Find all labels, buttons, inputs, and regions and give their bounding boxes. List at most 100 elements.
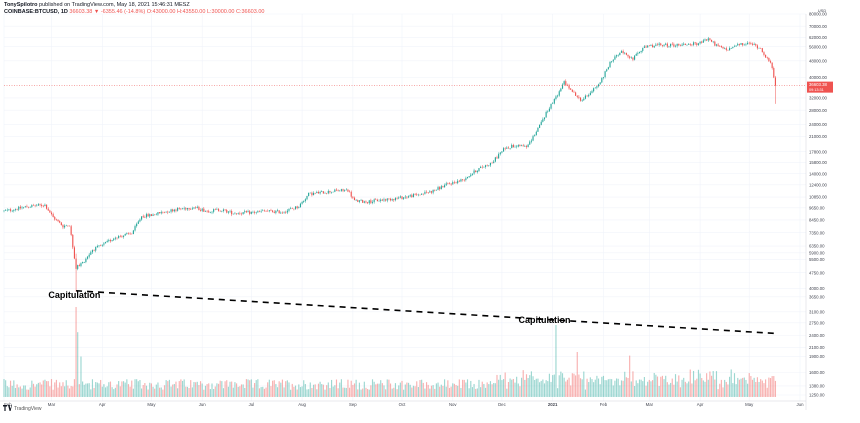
candle-body	[232, 213, 234, 215]
candle-body	[656, 44, 659, 46]
candle-body	[575, 92, 577, 96]
candle-body	[118, 235, 120, 239]
candle-body	[380, 199, 382, 201]
volume-bar	[103, 384, 105, 397]
volume-bar	[67, 385, 69, 397]
volume-bar	[116, 384, 118, 397]
volume-bar	[648, 379, 650, 397]
candle-body	[221, 210, 223, 212]
volume-bar	[165, 380, 167, 397]
candle-body	[365, 201, 367, 203]
volume-bar	[375, 384, 377, 397]
volume-bar	[720, 379, 722, 397]
candle-body	[108, 240, 110, 242]
candle-body	[593, 88, 595, 92]
candle-body	[219, 210, 221, 212]
volume-bar	[512, 378, 514, 397]
volume-bar	[620, 380, 623, 397]
candle-body	[740, 43, 742, 45]
candle-body	[509, 148, 511, 149]
candle-body	[630, 57, 632, 59]
volume-bar	[386, 379, 388, 397]
candle-body	[571, 89, 573, 92]
candle-body	[422, 193, 424, 195]
author-name[interactable]: TonySpilotro	[4, 2, 38, 8]
candle-body	[280, 212, 282, 214]
candle-body	[484, 165, 487, 168]
candle-body	[444, 185, 446, 188]
candle-body	[683, 43, 685, 45]
candle-body	[638, 52, 641, 54]
volume-bar	[383, 385, 385, 397]
volume-bar	[129, 386, 131, 397]
candle-body	[324, 193, 326, 194]
volume-bar	[561, 373, 564, 397]
candle-body	[735, 45, 737, 47]
candle-body	[180, 208, 182, 210]
ohlc-values: 36603.38 ▼ -6355.46 (-14.8%) O:43000.00 …	[69, 9, 265, 15]
candle-body	[32, 205, 35, 206]
volume-bar	[391, 388, 393, 397]
volume-bar	[444, 379, 446, 397]
candle-body	[473, 170, 475, 174]
y-tick-label: 2100.00	[809, 345, 825, 350]
candle-body	[65, 225, 67, 227]
volume-bar	[545, 380, 547, 397]
volume-bar	[111, 387, 113, 397]
candle-body	[72, 234, 74, 248]
volume-bar	[59, 382, 61, 397]
tradingview-logo[interactable]: TradingView	[3, 405, 42, 413]
candle-body	[756, 45, 758, 49]
volume-bar	[309, 382, 311, 397]
candle-body	[573, 91, 575, 93]
volume-bar	[771, 376, 773, 397]
volume-bar	[407, 382, 410, 397]
candle-body	[42, 205, 44, 207]
candle-body	[311, 192, 313, 196]
candle-body	[629, 56, 631, 58]
volume-bar	[82, 381, 84, 397]
volume-bar	[611, 379, 613, 397]
volume-bar	[715, 371, 718, 397]
candle-body	[334, 189, 336, 192]
volume-bar	[301, 386, 303, 397]
candle-body	[270, 210, 272, 211]
candle-body	[514, 146, 516, 148]
volume-bar	[162, 389, 164, 397]
volume-bar	[671, 378, 673, 397]
candle-body	[62, 225, 64, 228]
candle-body	[409, 195, 411, 197]
candle-body	[37, 204, 39, 206]
candle-body	[222, 209, 225, 211]
candle-body	[635, 53, 637, 56]
candle-body	[193, 207, 195, 209]
candle-body	[285, 212, 287, 213]
volume-bar	[136, 379, 138, 397]
candle-body	[489, 162, 492, 166]
volume-bar	[13, 380, 15, 397]
candle-body	[766, 57, 768, 59]
last-price-countdown: 09:13:31	[809, 88, 824, 92]
candle-body	[101, 244, 103, 246]
volume-bar	[516, 376, 518, 397]
volume-bar	[88, 383, 90, 397]
volume-bar	[486, 382, 488, 397]
candle-body	[679, 45, 682, 46]
candle-body	[589, 92, 591, 95]
volume-bar	[70, 385, 72, 397]
candle-body	[761, 48, 763, 53]
volume-bar	[630, 381, 632, 397]
candle-body	[111, 240, 113, 242]
volume-bar	[49, 386, 51, 397]
x-tick-label: Oct	[399, 402, 406, 407]
volume-bar	[217, 383, 220, 397]
volume-bar	[563, 377, 565, 397]
candle-body	[100, 245, 102, 247]
candle-body	[278, 210, 280, 214]
volume-bar	[114, 387, 116, 397]
candle-body	[122, 235, 125, 237]
candle-body	[737, 43, 739, 46]
volume-bar	[204, 385, 207, 397]
